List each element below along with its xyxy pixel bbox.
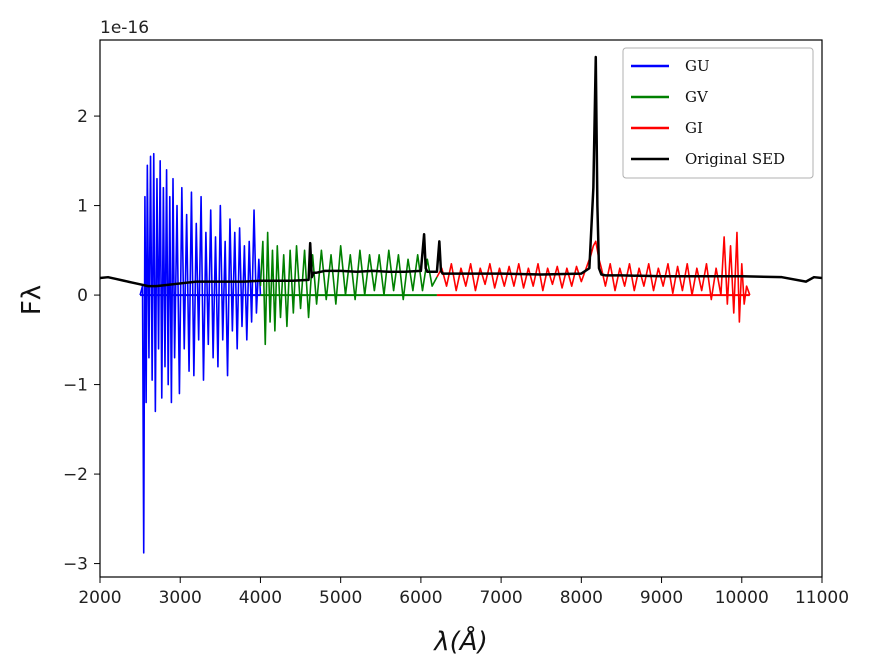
series-gu-line	[139, 152, 262, 554]
x-tick-label: 11000	[795, 588, 849, 608]
x-tick-label: 9000	[640, 588, 683, 608]
legend-label-original-sed: Original SED	[685, 150, 785, 168]
x-tick-label: 3000	[159, 588, 202, 608]
x-tick-label: 10000	[715, 588, 769, 608]
y-tick-label: 1	[77, 197, 88, 217]
series-gv-line	[259, 231, 438, 346]
x-axis-label: λ(Å)	[432, 625, 487, 657]
legend-label-gv: GV	[685, 88, 709, 106]
series-layer	[100, 55, 822, 554]
legend-label-gu: GU	[685, 57, 710, 75]
series-original-sed-line	[100, 55, 822, 288]
legend-box	[622, 47, 814, 179]
x-tick-label: 5000	[319, 588, 362, 608]
x-tick-label: 7000	[479, 588, 522, 608]
plot-frame	[99, 39, 823, 578]
x-tick-label: 8000	[560, 588, 603, 608]
y-tick-label: −1	[63, 376, 88, 396]
y-tick-label: −3	[63, 555, 88, 575]
scale-factor-label: 1e-16	[100, 18, 149, 38]
legend-label-gi: GI	[685, 119, 703, 137]
y-axis-label: Fλ	[17, 285, 47, 315]
y-tick-label: −2	[63, 465, 88, 485]
y-tick-label: 2	[77, 107, 88, 127]
legend: GU GV GI Original SED	[622, 47, 814, 179]
axes-layer: 2000 3000 4000 5000 6000 7000 8000 9000 10000 110…	[63, 39, 849, 608]
y-tick-label: 0	[77, 286, 88, 306]
x-tick-label: 2000	[78, 588, 121, 608]
x-tick-label: 6000	[399, 588, 442, 608]
x-tick-label: 4000	[239, 588, 282, 608]
